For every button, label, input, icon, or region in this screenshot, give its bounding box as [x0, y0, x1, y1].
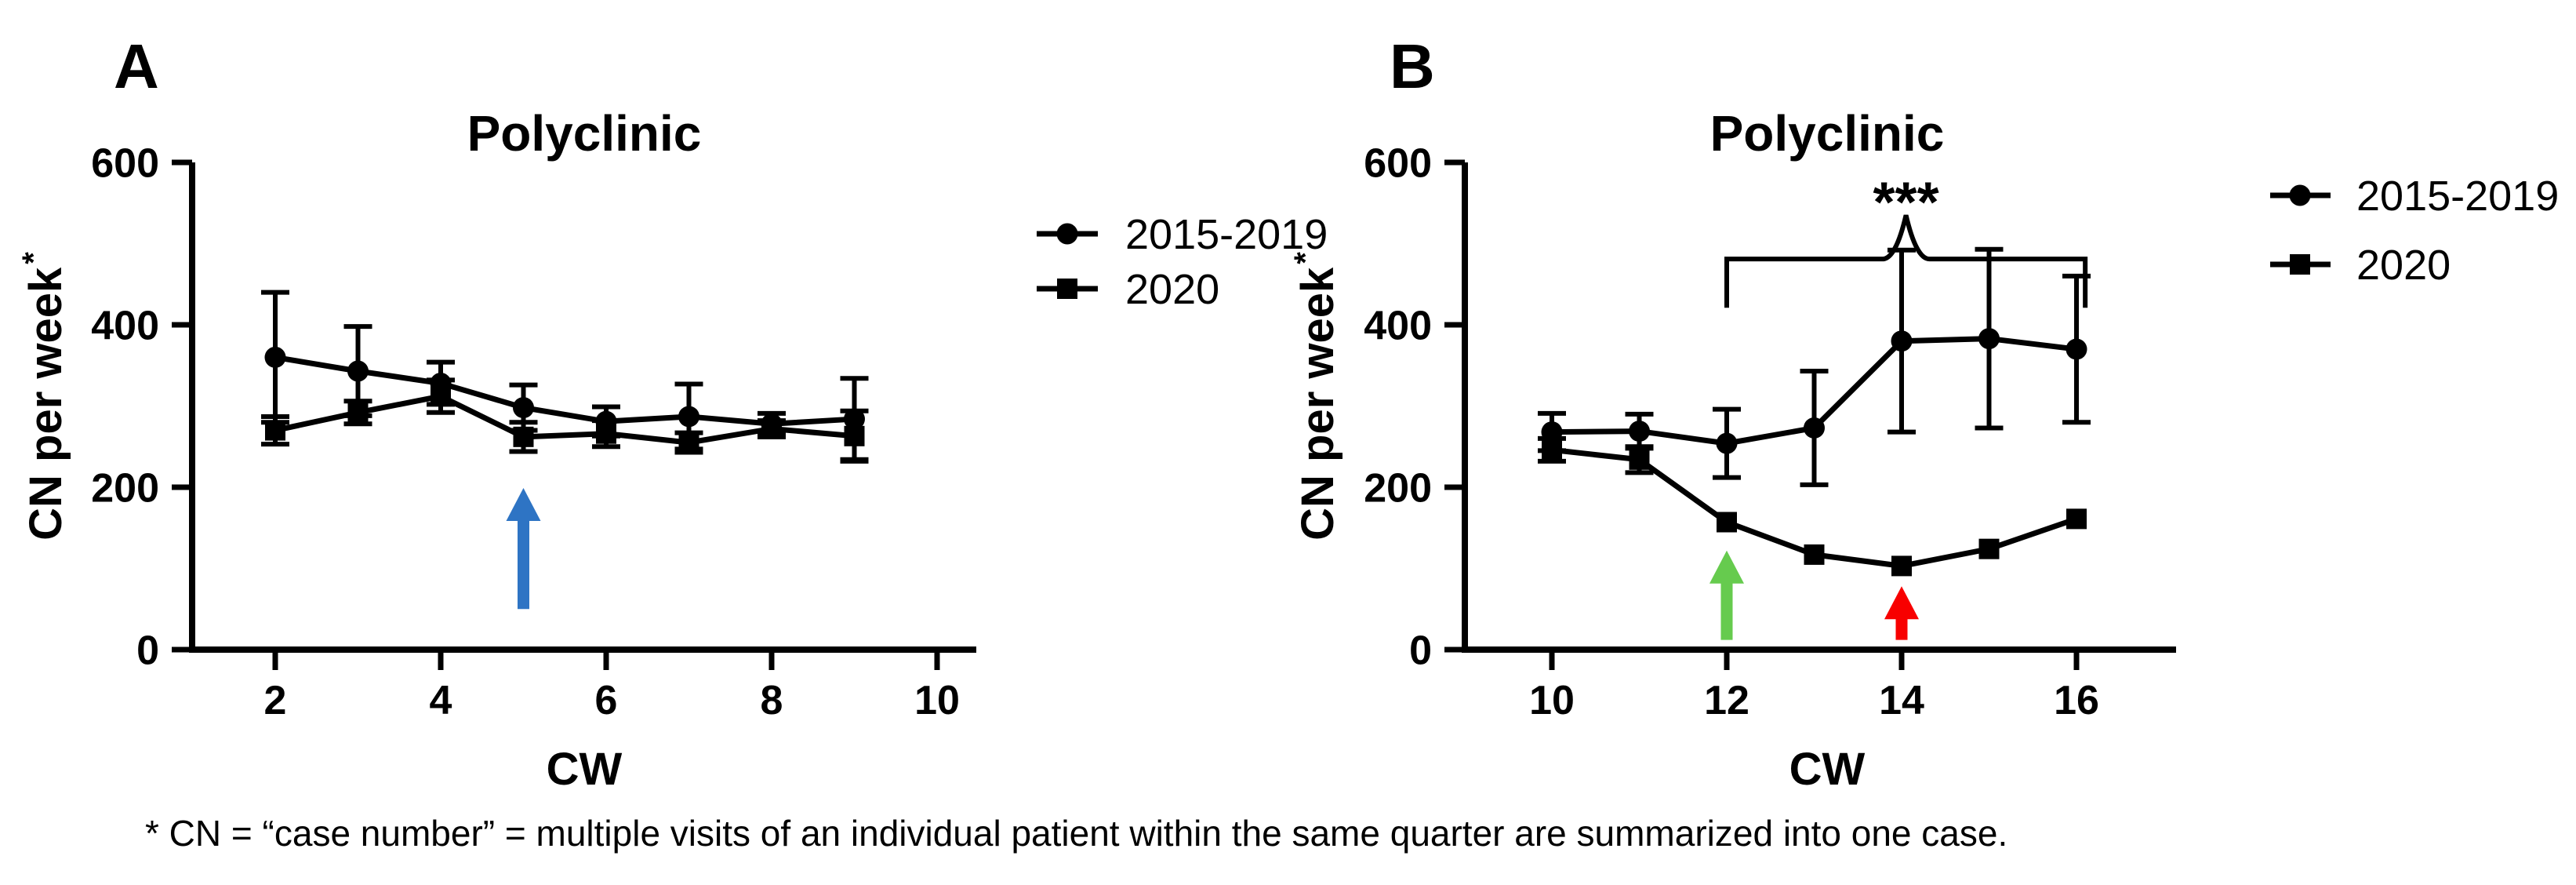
significance-stars: ***: [1873, 172, 1939, 235]
y-tick-label: 0: [136, 628, 159, 674]
data-point-circle: [264, 346, 286, 368]
panel-b-x-axis-label: CW: [1789, 744, 1866, 795]
panel-b-plot: 0 200 400 600 10 12 14 16 ***: [1364, 141, 2176, 723]
y-tick-label: 400: [1364, 304, 1432, 349]
green-arrow: [1709, 550, 1744, 640]
data-point-square: [761, 418, 782, 439]
data-point-square: [1891, 555, 1912, 577]
data-point-square: [2066, 508, 2087, 530]
blue-arrow: [506, 488, 541, 610]
y-tick-label: 600: [91, 141, 159, 187]
x-tick-label: 14: [1879, 678, 1924, 723]
axis-lines: [1462, 162, 2176, 653]
panel-a-y-axis-label-superscript: *: [16, 252, 51, 264]
y-tick-label: 200: [91, 466, 159, 512]
legend-entry-2015-2019: 2015-2019: [2356, 173, 2559, 220]
panel-b-y-axis-label: CN per week *: [1288, 252, 1343, 541]
data-point-circle: [678, 406, 699, 428]
x-tick-label: 10: [914, 678, 960, 723]
x-tick-label: 4: [430, 678, 452, 723]
y-tick-label: 0: [1409, 628, 1432, 674]
x-tick-label: 8: [761, 678, 783, 723]
panel-a-y-axis-label-text: CN per week: [20, 267, 71, 541]
series-2015-2019: [1538, 246, 2091, 487]
y-tick-label: 200: [1364, 466, 1432, 512]
panel-b-legend: 2015-2019 2020: [2270, 173, 2559, 289]
data-point-circle: [1629, 421, 1650, 442]
legend-circle-marker-icon: [2289, 184, 2311, 206]
legend-entry-2020: 2020: [2356, 242, 2451, 289]
data-point-circle: [1891, 330, 1913, 352]
data-point-square: [844, 425, 865, 446]
data-point-square: [1629, 449, 1650, 470]
x-tick-label: 16: [2054, 678, 2099, 723]
data-point-square: [347, 402, 369, 423]
data-point-circle: [347, 360, 369, 382]
y-tick-label: 600: [1364, 141, 1432, 187]
x-tick-label: 6: [595, 678, 618, 723]
axis-lines: [189, 162, 976, 653]
x-tick-label: 10: [1529, 678, 1575, 723]
data-point-square: [1717, 512, 1737, 533]
panel-b-title: Polyclinic: [1710, 105, 1945, 162]
series-line: [274, 393, 855, 446]
data-point-square: [431, 386, 451, 407]
series-2020: [261, 377, 869, 464]
data-point-square: [1978, 538, 2000, 559]
data-point-square: [513, 426, 534, 447]
data-point-square: [1804, 544, 1825, 565]
y-tick-label: 400: [91, 304, 159, 349]
x-tick-label: 2: [264, 678, 287, 723]
data-point-circle: [513, 397, 534, 419]
footnote: * CN = “case number” = multiple visits o…: [145, 813, 2007, 854]
legend-circle-marker-icon: [1056, 223, 1078, 245]
panel-b-y-axis-label-text: CN per week: [1292, 267, 1343, 541]
panel-b-y-axis-label-superscript: *: [1288, 252, 1323, 264]
legend-square-marker-icon: [1057, 279, 1077, 299]
legend-square-marker-icon: [2290, 254, 2310, 275]
panel-a-legend: 2015-2019 2020: [1037, 211, 1328, 313]
panel-a-letter: A: [114, 31, 159, 101]
data-point-square: [265, 420, 285, 441]
data-point-circle: [2066, 338, 2087, 360]
legend-entry-2015-2019: 2015-2019: [1125, 211, 1328, 258]
data-point-circle: [1804, 417, 1825, 439]
data-point-circle: [1978, 328, 2000, 350]
data-point-square: [678, 432, 699, 453]
data-point-square: [1542, 439, 1562, 461]
panel-a-y-axis-label: CN per week *: [16, 252, 71, 541]
data-point-square: [596, 423, 616, 444]
series-2020: [1538, 435, 2087, 577]
x-tick-label: 12: [1704, 678, 1749, 723]
panel-a-title: Polyclinic: [467, 105, 702, 162]
red-arrow: [1884, 586, 1919, 640]
data-point-circle: [1716, 432, 1738, 454]
panel-a-plot: 0 200 400 600 2 4 6 8 10: [91, 141, 976, 723]
significance-bracket: [1724, 214, 2088, 308]
panel-b-letter: B: [1390, 31, 1435, 101]
panel-a-x-axis-label: CW: [547, 744, 623, 795]
legend-entry-2020: 2020: [1125, 266, 1219, 313]
